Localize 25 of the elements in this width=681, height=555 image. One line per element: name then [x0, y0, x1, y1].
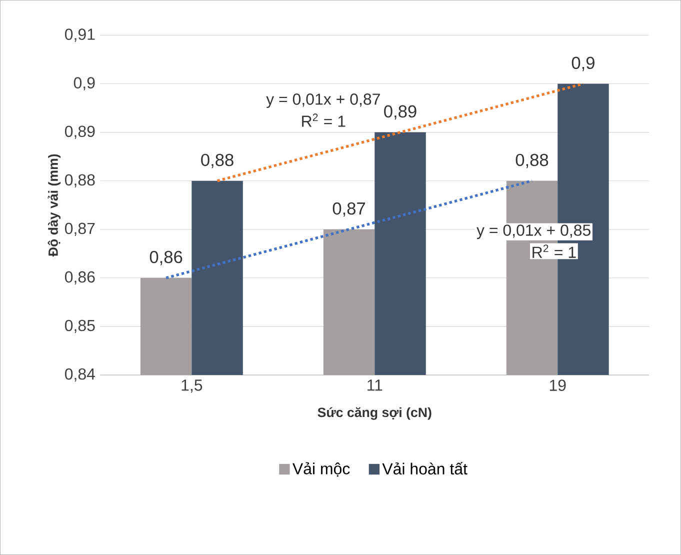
y-tick-label: 0,86 — [64, 271, 95, 284]
y-tick-label: 0,89 — [64, 126, 95, 139]
y-tick-label: 0,88 — [64, 174, 95, 188]
y-tick-label: 0,87 — [64, 222, 95, 236]
data-label: 0,88 — [201, 154, 234, 168]
data-label: 0,87 — [332, 202, 365, 217]
annotation: y = 0,01x + 0,85 — [476, 224, 590, 239]
y-tick-label: 0,91 — [64, 28, 95, 42]
x-tick-label: 1,5 — [182, 380, 202, 393]
data-label: 0,9 — [572, 56, 594, 72]
y-tick-label: 0,85 — [64, 320, 95, 333]
legend-label: Vải hoàn tất — [382, 462, 468, 474]
annotation: R$^{2}$ = 1 — [532, 244, 576, 258]
y-tick-label: 0,9 — [74, 77, 95, 90]
data-label: 0,89 — [384, 105, 416, 120]
y-tick-label: 0,84 — [64, 368, 96, 382]
annotation: y = 0,01x + 0,87 — [266, 93, 380, 108]
legend-label: Vải mộc — [292, 462, 350, 477]
annotation: R$^{2}$ = 1 — [302, 114, 346, 127]
data-label: 0,88 — [516, 154, 548, 168]
data-label: 0,86 — [150, 250, 182, 266]
x-tick-label: 19 — [550, 380, 566, 391]
x-axis-title: Sức căng sợi (cN) — [318, 407, 432, 420]
x-tick-label: 11 — [368, 380, 382, 391]
y-axis-title: Độ dày vải (mm) — [48, 154, 61, 256]
